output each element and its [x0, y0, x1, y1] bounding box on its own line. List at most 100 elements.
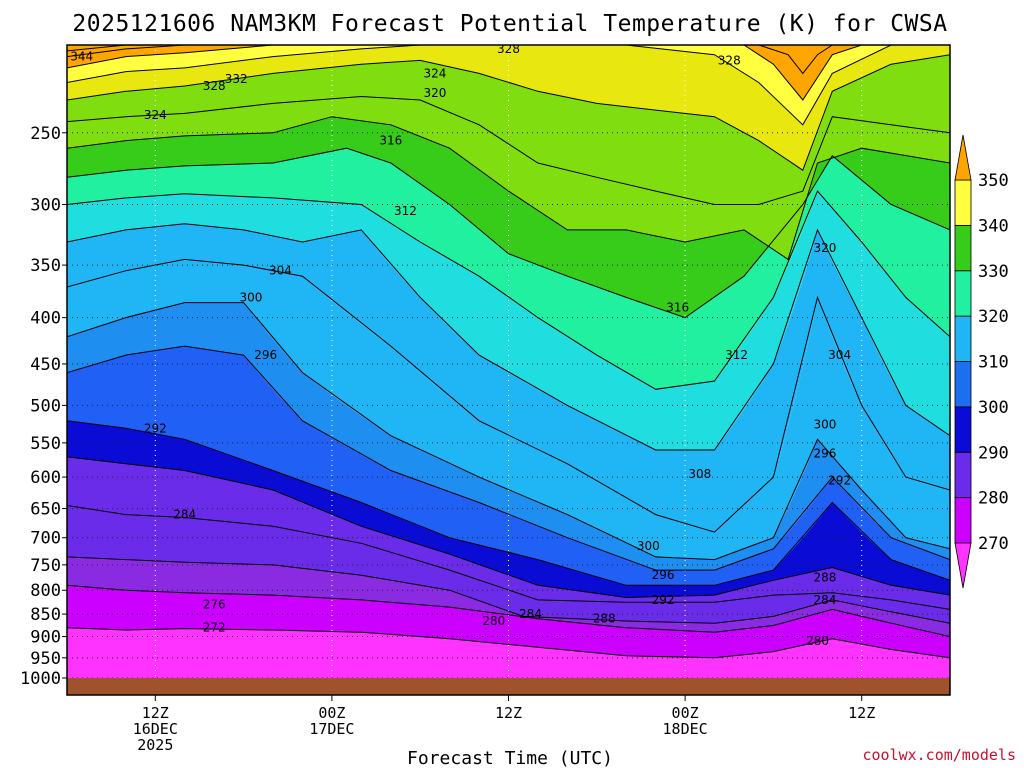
- isentrope-296: [67, 345, 950, 571]
- colorbar-label: 270: [978, 534, 1009, 554]
- contour-label: 316: [666, 301, 689, 315]
- theta-band-300: [67, 259, 950, 560]
- colorbar-label: 310: [978, 353, 1009, 373]
- contour-labels: 3443323283243283243203163283123043002962…: [70, 42, 851, 648]
- colorbar-swatch-310: [954, 315, 972, 362]
- x-tick-label: 00Z: [318, 704, 345, 722]
- colorbar-swatch-270: [954, 497, 972, 544]
- y-tick-label: 500: [30, 396, 61, 416]
- contour-label: 284: [519, 607, 542, 621]
- isentrope-288: [67, 456, 950, 599]
- contour-label: 288: [813, 571, 836, 585]
- theta-band-292: [67, 346, 950, 586]
- isentrope-300: [67, 302, 950, 561]
- colorbar-swatch-320: [954, 270, 972, 317]
- y-tick-label: 650: [30, 500, 61, 520]
- contour-label: 344: [70, 50, 93, 64]
- isentrope-340: [67, 45, 950, 75]
- credit-text: coolwx.com/models: [862, 746, 1016, 764]
- contour-label: 304: [269, 264, 292, 278]
- colorbar-label: 340: [978, 216, 1009, 236]
- y-tick-label: 400: [30, 309, 61, 329]
- contour-label: 288: [593, 612, 616, 626]
- colorbar-swatch-300: [954, 361, 972, 408]
- contour-label: 272: [203, 621, 226, 635]
- theta-band-276: [67, 556, 950, 637]
- colorbar-swatch-340: [954, 179, 972, 226]
- theta-band-328: [67, 45, 950, 171]
- y-tick-label: 800: [30, 581, 61, 601]
- x-tick-label: 17DEC: [309, 720, 354, 738]
- colorbar-swatch-330: [954, 224, 972, 272]
- y-tick-label: 900: [30, 628, 61, 648]
- x-tick-label: 12Z: [848, 704, 875, 722]
- contour-label: 296: [254, 348, 277, 362]
- y-tick-label: 350: [30, 256, 61, 276]
- contour-label: 316: [379, 134, 402, 148]
- contour-label: 292: [652, 593, 675, 607]
- contour-label: 300: [637, 539, 660, 553]
- isentrope-316: [67, 147, 950, 319]
- y-tick-label: 250: [30, 124, 61, 144]
- contour-label: 304: [828, 348, 851, 362]
- y-tick-label: 600: [30, 468, 61, 488]
- isentrope-312: [67, 190, 950, 390]
- theta-band-272: [67, 585, 950, 658]
- ground-strip: [67, 678, 950, 695]
- theta-band-312: [67, 148, 950, 390]
- isentrope-304: [67, 258, 950, 533]
- theta-band-332: [67, 45, 950, 125]
- contour-label: 276: [203, 598, 226, 612]
- colorbar-label: 290: [978, 443, 1009, 463]
- theta-band-296: [67, 302, 950, 571]
- colorbar-label: 280: [978, 489, 1009, 509]
- isentrope-276: [67, 584, 950, 638]
- theta-band-304: [67, 223, 950, 533]
- isentrope-344: [67, 45, 950, 52]
- contour-label: 312: [394, 204, 417, 218]
- contour-label: 296: [813, 446, 836, 460]
- contour-label: 332: [225, 72, 248, 86]
- contour-label: 284: [173, 508, 196, 522]
- contour-label: 328: [497, 42, 520, 56]
- y-tick-label: 950: [30, 649, 61, 669]
- contour-label: 320: [813, 241, 836, 255]
- colorbar-label: 300: [978, 398, 1009, 418]
- contour-label: 300: [240, 290, 263, 304]
- colorbar: 270 280 290 300 310 320 330 340 350: [954, 134, 1009, 589]
- x-tick-label: 2025: [137, 736, 173, 754]
- contour-label: 284: [813, 593, 836, 607]
- isentrope-lines: [67, 45, 950, 659]
- pressure-axis: 250 300 350 400 450 500 550 600 650 700 750 800 850 9…: [20, 124, 67, 689]
- theta-band-284: [67, 456, 950, 610]
- contour-label: 328: [718, 53, 741, 67]
- contour-label: 328: [203, 79, 226, 93]
- contour-label: 312: [725, 348, 748, 362]
- colorbar-top-arrow: [954, 134, 972, 181]
- colorbar-swatch-290: [954, 406, 972, 453]
- colorbar-swatch-280: [954, 451, 972, 499]
- contour-label: 296: [652, 568, 675, 582]
- y-tick-label: 750: [30, 556, 61, 576]
- contour-label: 280: [482, 614, 505, 628]
- isentrope-324: [67, 95, 950, 205]
- colorbar-label: 350: [978, 171, 1009, 191]
- x-tick-label: 18DEC: [663, 720, 708, 738]
- contour-label: 308: [688, 467, 711, 481]
- colorbar-label: 320: [978, 307, 1009, 327]
- x-tick-label: 12Z: [495, 704, 522, 722]
- theta-band-288: [67, 420, 950, 598]
- contour-label: 292: [144, 421, 167, 435]
- isentrope-320: [67, 116, 950, 261]
- contour-label: 300: [813, 418, 836, 432]
- contour-label: 320: [423, 86, 446, 100]
- x-axis-label: Forecast Time (UTC): [407, 748, 613, 768]
- colorbar-label: 330: [978, 262, 1009, 282]
- chart-title: 2025121606 NAM3KM Forecast Potential Tem…: [72, 11, 947, 37]
- x-tick-label: 16DEC: [133, 720, 178, 738]
- contour-label: 280: [806, 634, 829, 648]
- x-tick-label: 00Z: [672, 704, 699, 722]
- theta-band-324: [67, 54, 950, 205]
